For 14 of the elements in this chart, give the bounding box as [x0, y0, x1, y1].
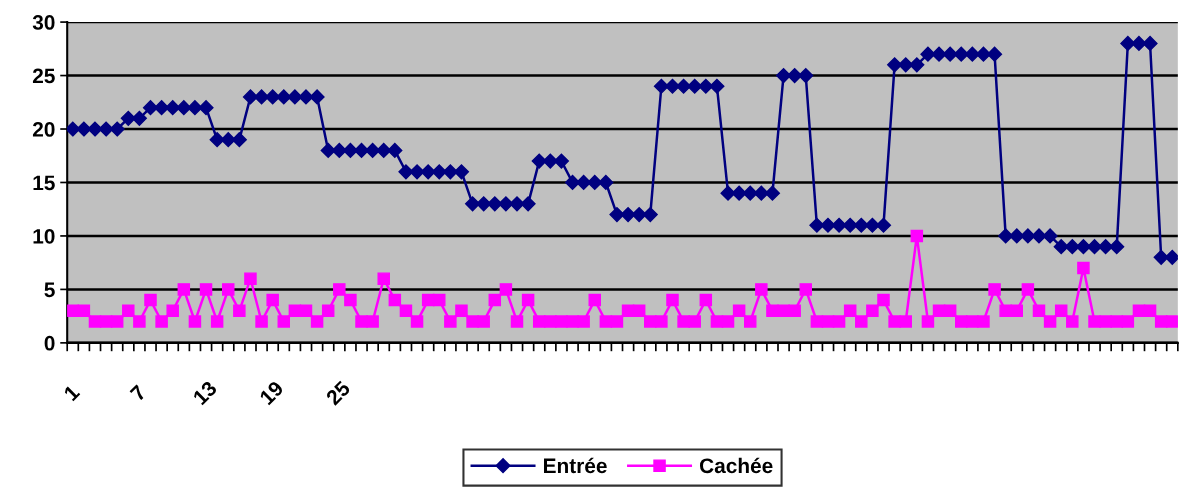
y-tick-label: 30: [32, 15, 55, 30]
y-tick-label: 25: [32, 68, 55, 84]
y-tick-label: 15: [33, 175, 55, 191]
y-tick-label: 5: [44, 282, 55, 298]
x-tick-label: 13: [192, 380, 218, 406]
x-tick-label: 7: [129, 384, 147, 402]
y-tick-label: 0: [44, 335, 55, 351]
y-tick-label: 10: [33, 228, 55, 244]
y-tick-label: 20: [32, 122, 55, 137]
legend-label: Entrée: [544, 457, 607, 474]
x-tick-label: 1: [63, 384, 81, 402]
x-tick-label: 25: [325, 379, 352, 406]
x-tick-label: 19: [258, 380, 285, 406]
legend-label: Cachée: [699, 457, 773, 474]
